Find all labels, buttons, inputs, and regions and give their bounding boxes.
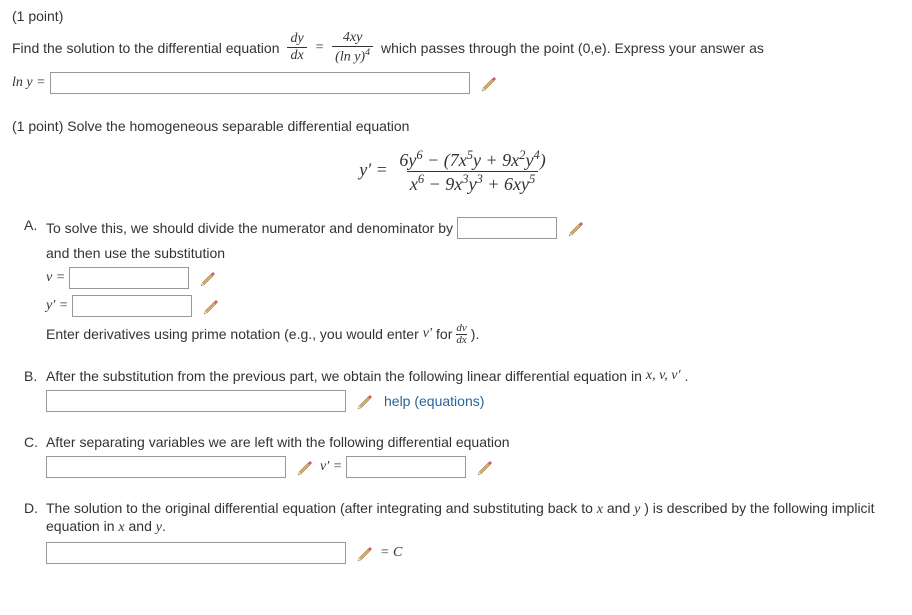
p2-equation: y′ = 6y6 − (7x5y + 9x2y4) x6 − 9x3y3 + 6… <box>12 148 900 195</box>
yprime-label: y′ = <box>359 159 388 179</box>
d-and: and <box>603 500 634 516</box>
c-input-left[interactable] <box>46 456 286 478</box>
pencil-icon[interactable] <box>356 543 376 563</box>
p2-points: (1 point) Solve the homogeneous separabl… <box>12 118 900 134</box>
answer-input-1[interactable] <box>50 72 470 94</box>
part-d-letter: D. <box>24 500 46 570</box>
part-a: A. To solve this, we should divide the n… <box>24 217 900 352</box>
a-input-divide[interactable] <box>457 217 557 239</box>
p2-frac: 6y6 − (7x5y + 9x2y4) x6 − 9x3y3 + 6xy5 <box>396 148 548 195</box>
problem-1-statement: Find the solution to the differential eq… <box>12 30 900 66</box>
part-c: C. After separating variables we are lef… <box>24 434 900 484</box>
frac-rhs: 4xy (ln y)4 <box>332 30 373 66</box>
pencil-icon[interactable] <box>199 268 219 288</box>
part-b: B. After the substitution from the previ… <box>24 368 900 418</box>
v-label: v = <box>46 270 65 286</box>
equals-sign: = <box>315 40 324 56</box>
problem-2: (1 point) Solve the homogeneous separabl… <box>12 118 900 570</box>
a-text1: To solve this, we should divide the nume… <box>46 220 453 236</box>
d-and2: and <box>125 518 156 534</box>
dv-dx: dv dx <box>456 323 466 346</box>
part-b-letter: B. <box>24 368 46 418</box>
pencil-icon[interactable] <box>476 457 496 477</box>
d-input[interactable] <box>46 542 346 564</box>
c-vprime: v′ = <box>320 459 342 475</box>
yprime-label2: y′ = <box>46 298 68 314</box>
pencil-icon[interactable] <box>296 457 316 477</box>
answer-row-1: ln y = <box>12 72 900 94</box>
problem-1: (1 point) Find the solution to the diffe… <box>12 8 900 94</box>
frac-dydx: dy dx <box>287 31 306 64</box>
help-link[interactable]: help (equations) <box>384 393 484 409</box>
d-eqC: = C <box>380 545 402 561</box>
pencil-icon[interactable] <box>356 391 376 411</box>
b-text: After the substitution from the previous… <box>46 368 642 384</box>
a-input-yp[interactable] <box>72 295 192 317</box>
points-label: (1 point) <box>12 8 900 24</box>
b-vars: x, v, v′ <box>646 368 681 384</box>
p1-den: (ln y)4 <box>332 46 373 66</box>
b-dot: . <box>685 368 689 384</box>
dy: dy <box>287 31 306 47</box>
c-input-right[interactable] <box>346 456 466 478</box>
a-hint2: for <box>436 326 452 342</box>
a-vprime: v′ <box>423 326 432 342</box>
part-a-letter: A. <box>24 217 46 352</box>
p1-num: 4xy <box>340 30 365 46</box>
pencil-icon[interactable] <box>480 73 500 93</box>
p1-tail: which passes through the point (0,e). Ex… <box>381 40 764 56</box>
p2-num: 6y6 − (7x5y + 9x2y4) <box>396 148 548 171</box>
a-text2: and then use the substitution <box>46 245 225 261</box>
dx: dx <box>287 47 306 64</box>
ln-y-label: ln y = <box>12 75 46 91</box>
d-dot: . <box>162 518 166 534</box>
p1-lead: Find the solution to the differential eq… <box>12 40 279 56</box>
a-hint1: Enter derivatives using prime notation (… <box>46 326 419 342</box>
part-d: D. The solution to the original differen… <box>24 500 900 570</box>
b-input[interactable] <box>46 390 346 412</box>
pencil-icon[interactable] <box>567 218 587 238</box>
part-c-letter: C. <box>24 434 46 484</box>
p2-den: x6 − 9x3y3 + 6xy5 <box>407 171 538 195</box>
c-text: After separating variables we are left w… <box>46 434 510 450</box>
a-hint3: ). <box>471 326 480 342</box>
subparts: A. To solve this, we should divide the n… <box>24 217 900 570</box>
pencil-icon[interactable] <box>202 296 222 316</box>
a-input-v[interactable] <box>69 267 189 289</box>
d-text1: The solution to the original differentia… <box>46 500 597 516</box>
